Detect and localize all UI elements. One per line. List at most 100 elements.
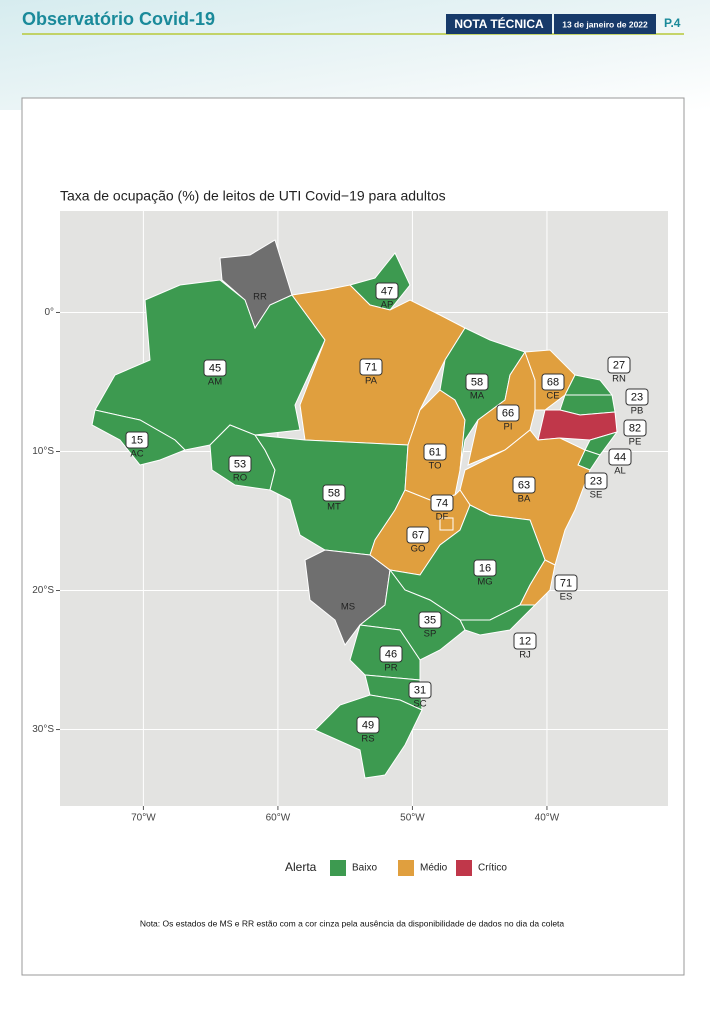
state-value: 45 — [209, 362, 221, 374]
state-value: 66 — [502, 407, 514, 419]
state-code: PE — [629, 437, 642, 448]
value-box — [322, 484, 346, 502]
value-box — [379, 645, 403, 663]
state-value: 63 — [518, 479, 530, 491]
legend-swatch — [398, 860, 414, 876]
state-value: 74 — [436, 497, 448, 509]
value-box — [513, 632, 537, 650]
value-box — [423, 443, 447, 461]
state-value: 15 — [131, 434, 143, 446]
header-badge: NOTA TÉCNICA — [454, 16, 544, 31]
state-code: MG — [477, 577, 492, 588]
y-tick-label: 10°S — [32, 446, 54, 457]
value-box — [406, 526, 430, 544]
x-tick-label: 40°W — [535, 813, 560, 824]
legend-label: Crítico — [478, 863, 507, 874]
state-value: 47 — [381, 285, 393, 297]
value-box — [430, 494, 454, 512]
value-box — [584, 472, 608, 490]
badge-box — [446, 14, 552, 34]
header-date: 13 de janeiro de 2022 — [562, 19, 648, 29]
value-box — [623, 419, 647, 437]
state-code: AM — [208, 377, 222, 388]
legend-title: Alerta — [285, 860, 317, 874]
legend-label: Médio — [420, 863, 448, 874]
value-box — [203, 359, 227, 377]
state-value: 58 — [471, 376, 483, 388]
state-value: 23 — [590, 475, 602, 487]
state-labels: RR 47 AP 45 AM 15 AC 53 RO 71 PA 58 MT MS 61 TO 58 MA 66 PI… — [125, 282, 649, 745]
state-code: PI — [504, 422, 513, 433]
state-value: 46 — [385, 648, 397, 660]
legend-label: Baixo — [352, 863, 377, 874]
date-box — [554, 14, 656, 34]
state-code: RR — [253, 292, 267, 303]
x-tick-label: 50°W — [400, 813, 425, 824]
y-tick-label: 20°S — [32, 585, 54, 596]
state-value: 53 — [234, 458, 246, 470]
value-box — [356, 716, 380, 734]
state-code: GO — [411, 544, 426, 555]
state-value: 67 — [412, 529, 424, 541]
state-code: SE — [590, 490, 603, 501]
value-box — [625, 388, 649, 406]
value-box — [125, 431, 149, 449]
state-code: SC — [413, 699, 426, 710]
state-value: 27 — [613, 359, 625, 371]
state-code: MT — [327, 502, 341, 513]
page-number: P.4 — [664, 16, 681, 30]
legend: Alerta Baixo Médio Crítico — [285, 860, 507, 876]
y-tick-label: 30°S — [32, 724, 54, 735]
x-tick-label: 60°W — [266, 813, 291, 824]
value-box — [408, 681, 432, 699]
y-tick-label: 0° — [44, 307, 54, 318]
legend-swatch — [456, 860, 472, 876]
state-code: RJ — [519, 650, 531, 661]
state-value: 61 — [429, 446, 441, 458]
state-value: 82 — [629, 422, 641, 434]
state-value: 71 — [365, 361, 377, 373]
state-code: AC — [130, 449, 143, 460]
legend-swatch — [330, 860, 346, 876]
state-code: AP — [381, 300, 394, 311]
value-box — [512, 476, 536, 494]
value-box — [359, 358, 383, 376]
value-box — [418, 611, 442, 629]
note: Nota: Os estados de MS e RR estão com a … — [140, 918, 565, 928]
state-code: MA — [470, 391, 485, 402]
state-code: PB — [631, 406, 644, 417]
header-title: Observatório Covid-19 — [22, 9, 215, 29]
value-box — [473, 559, 497, 577]
state-value: 12 — [519, 635, 531, 647]
state-value: 23 — [631, 391, 643, 403]
state-code: MS — [341, 602, 355, 613]
value-box — [496, 404, 520, 422]
state-code: AL — [614, 466, 626, 477]
state-value: 44 — [614, 451, 626, 463]
state-code: RO — [233, 473, 247, 484]
state-code: BA — [518, 494, 531, 505]
state-shape — [314, 694, 423, 779]
state-code: SP — [424, 629, 437, 640]
state-value: 71 — [560, 577, 572, 589]
state-value: 16 — [479, 562, 491, 574]
value-box — [228, 455, 252, 473]
value-box — [541, 373, 565, 391]
state-code: ES — [560, 592, 573, 603]
state-value: 68 — [547, 376, 559, 388]
state-value: 31 — [414, 684, 426, 696]
map-title: Taxa de ocupação (%) de leitos de UTI Co… — [60, 188, 446, 204]
state-shape — [459, 604, 537, 636]
state-value: 49 — [362, 719, 374, 731]
axes: 70°W 60°W 50°W 40°W 0° 10°S 20°S 30°S — [32, 307, 560, 824]
state-code: RN — [612, 374, 626, 385]
state-code: DF — [436, 512, 449, 523]
value-box — [608, 448, 632, 466]
state-code: TO — [428, 461, 441, 472]
value-box — [607, 356, 631, 374]
state-shape — [439, 517, 454, 531]
state-code: CE — [546, 391, 559, 402]
state-code: PR — [384, 663, 397, 674]
state-code: RS — [361, 734, 374, 745]
